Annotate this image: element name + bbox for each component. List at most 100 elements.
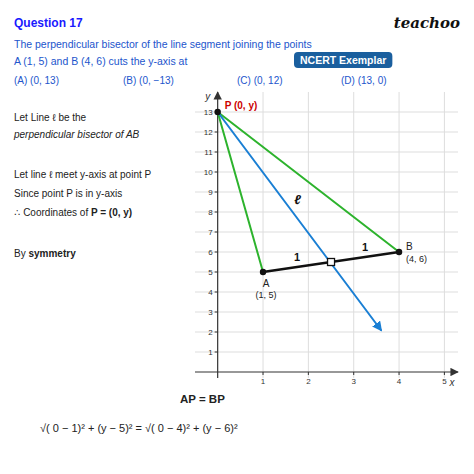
point-label: P (0, y) [225,100,258,111]
tick-label: 2 [306,377,311,386]
grid-line [399,92,400,378]
segment [218,112,399,252]
tick-label: 9 [208,188,213,197]
note: Since point P is in y-axis [14,188,122,199]
tick [263,372,264,375]
tick [215,172,218,173]
grid-line [195,312,458,313]
option: (C) (0, 12) [237,75,283,86]
tick-label: 8 [208,208,213,217]
chart: Question 17 teachoo The perpendicular bise… [0,0,474,474]
tick-label: 5 [208,268,213,277]
tick-label: 4 [208,288,213,297]
tick-label: 1 [261,377,266,386]
grid-line [195,132,458,133]
point-label: A [263,278,270,289]
grid-line [195,332,458,333]
tick-label: 4 [397,377,402,386]
tick [215,332,218,333]
grid-line [195,352,458,353]
tick-label: 3 [208,308,213,317]
point [260,269,266,275]
tick-label: 3 [351,377,356,386]
note: ∴ Coordinates of P = (0, y) [14,207,132,218]
point-coords: (1, 5) [256,290,277,300]
tick [308,372,309,375]
tick-label: 7 [208,228,213,237]
point-coords: (4, 6) [406,254,427,264]
option: (A) (0, 13) [14,75,59,86]
tick [444,372,445,375]
grid-line [195,152,458,153]
note: Let line ℓ meet y-axis at point P [14,169,152,180]
note-part: perpendicular bisector of AB [13,129,140,140]
note-part: Since point P is in y-axis [14,188,122,199]
note-part: symmetry [28,248,76,259]
tick [215,232,218,233]
tick [215,312,218,313]
tick-label: 6 [208,248,213,257]
result: AP = BP [180,393,225,405]
tick [215,352,218,353]
midpoint [328,259,335,266]
tick-label: 1 [208,348,213,357]
point [396,249,402,255]
note-part: Let Line ℓ be the [14,112,87,123]
equation: √( 0 − 1)² + (y − 5)² = √( 0 − 4)² + (y … [40,422,238,434]
tick-label: 2 [208,328,213,337]
note-part: Let line ℓ meet y-axis at point P [14,169,152,180]
question: A (1, 5) and B (4, 6) cuts the y-axis at [14,55,187,67]
grid-line [353,92,354,378]
note-part: P = (0, y) [91,207,132,218]
segment [218,112,263,272]
axis-label: y [204,91,211,102]
tick [215,272,218,273]
grid-line [195,192,458,193]
option: (B) (0, −13) [123,75,174,86]
line-label: ℓ [294,192,301,207]
grid-line [195,232,458,233]
y-axis [217,92,218,378]
grid-line [444,92,445,378]
point [214,109,220,115]
axis-label: x [449,377,456,388]
grid-line [195,112,458,113]
tick [215,292,218,293]
plot [214,109,402,330]
tick-label: 11 [204,148,213,157]
segment [263,252,399,272]
grid-line [195,272,458,273]
option: (D) (13, 0) [341,75,387,86]
badge: NCERT Exemplar [294,52,392,68]
tick [215,212,218,213]
badge-box [294,52,392,68]
tick-label: 12 [204,128,213,137]
note: Let Line ℓ be the [14,112,87,123]
tick-label: 13 [204,108,213,117]
tick [353,372,354,375]
tick-label: 10 [204,168,213,177]
tick [215,192,218,193]
x-axis [195,371,458,372]
grid-line [195,252,458,253]
note-part: By [14,248,28,259]
question: The perpendicular bisector of the line s… [14,38,312,50]
tick [399,372,400,375]
title: Question 17 [14,16,83,30]
tick-label: 5 [442,377,447,386]
badge-text: NCERT Exemplar [300,54,386,66]
tick [215,252,218,253]
half-label: 1 [294,251,300,263]
brand: teachoo [394,14,460,32]
half-label: 1 [362,241,368,253]
tick [215,152,218,153]
grid [195,92,458,378]
tick [215,132,218,133]
bisector [218,112,381,330]
grid-line [195,212,458,213]
point-label: B [406,241,413,252]
note-part: ∴ Coordinates of [14,207,91,218]
grid-line [195,292,458,293]
note: perpendicular bisector of AB [13,129,140,140]
note: By symmetry [14,248,76,259]
